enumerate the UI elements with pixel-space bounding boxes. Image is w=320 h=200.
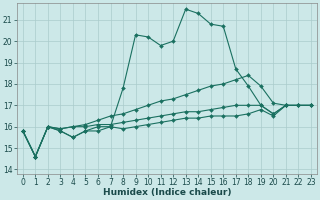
X-axis label: Humidex (Indice chaleur): Humidex (Indice chaleur) (103, 188, 231, 197)
